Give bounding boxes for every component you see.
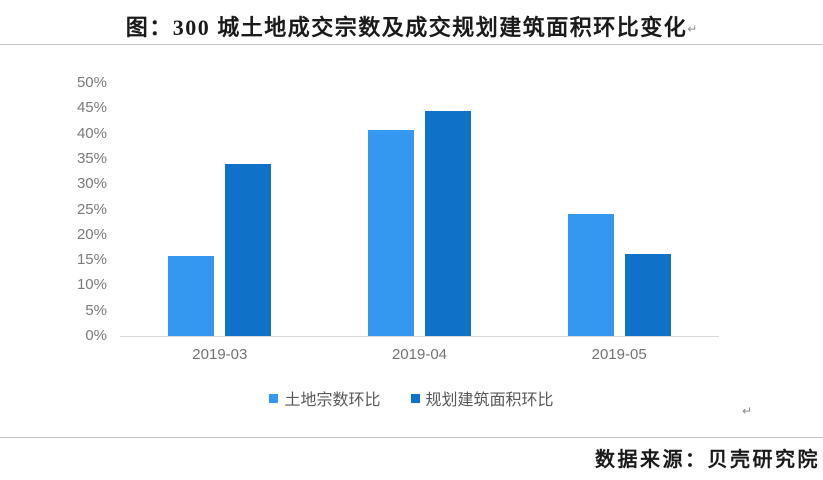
bar-series-1-2019-03 xyxy=(168,256,215,336)
y-axis-tick-label: 5% xyxy=(85,301,107,319)
y-axis-tick-label: 0% xyxy=(85,327,107,344)
y-axis-tick-label: 15% xyxy=(76,251,107,269)
bar-series-1-2019-04 xyxy=(368,129,414,336)
plot-area xyxy=(120,83,719,337)
x-axis-tick-label: 2019-04 xyxy=(391,346,448,363)
chart-title-row: 图：300 城土地成交宗数及成交规划建筑面积环比变化↵ xyxy=(0,10,823,42)
bar-series-2-2019-04 xyxy=(425,110,471,336)
legend-item-series-2: 规划建筑面积环比 xyxy=(410,386,554,410)
footer-divider-line xyxy=(0,437,823,438)
legend-label: 规划建筑面积环比 xyxy=(425,392,554,409)
y-axis-tick-label: 25% xyxy=(76,200,107,218)
y-axis-tick-label: 50% xyxy=(76,74,107,91)
legend-swatch-icon xyxy=(269,393,279,403)
bar-series-2-2019-03 xyxy=(225,164,272,336)
source-row: 数据来源：贝壳研究院 xyxy=(0,443,820,472)
bar-series-1-2019-05 xyxy=(567,213,614,336)
y-axis-tick-label: 10% xyxy=(76,276,107,294)
paragraph-return-icon: ↵ xyxy=(742,404,753,418)
title-divider-line xyxy=(0,44,823,45)
x-axis-tick-label: 2019-03 xyxy=(192,346,248,363)
data-source-text: 数据来源：贝壳研究院 xyxy=(595,449,820,471)
chart-legend: 土地宗数环比 规划建筑面积环比 xyxy=(0,386,823,410)
x-axis-tick-label: 2019-05 xyxy=(591,346,647,363)
y-axis-tick-label: 40% xyxy=(76,124,107,142)
chart-title: 图：300 城土地成交宗数及成交规划建筑面积环比变化 xyxy=(125,15,688,40)
legend-item-series-1: 土地宗数环比 xyxy=(269,386,381,410)
bar-series-2-2019-05 xyxy=(624,253,671,336)
y-axis-tick-label: 30% xyxy=(76,175,107,193)
y-axis-tick-label: 20% xyxy=(76,225,107,243)
legend-swatch-icon xyxy=(410,393,420,403)
y-axis-tick-label: 35% xyxy=(76,149,107,167)
y-axis-tick-label: 45% xyxy=(76,99,107,117)
paragraph-return-icon: ↵ xyxy=(687,22,698,36)
legend-label: 土地宗数环比 xyxy=(284,392,381,409)
